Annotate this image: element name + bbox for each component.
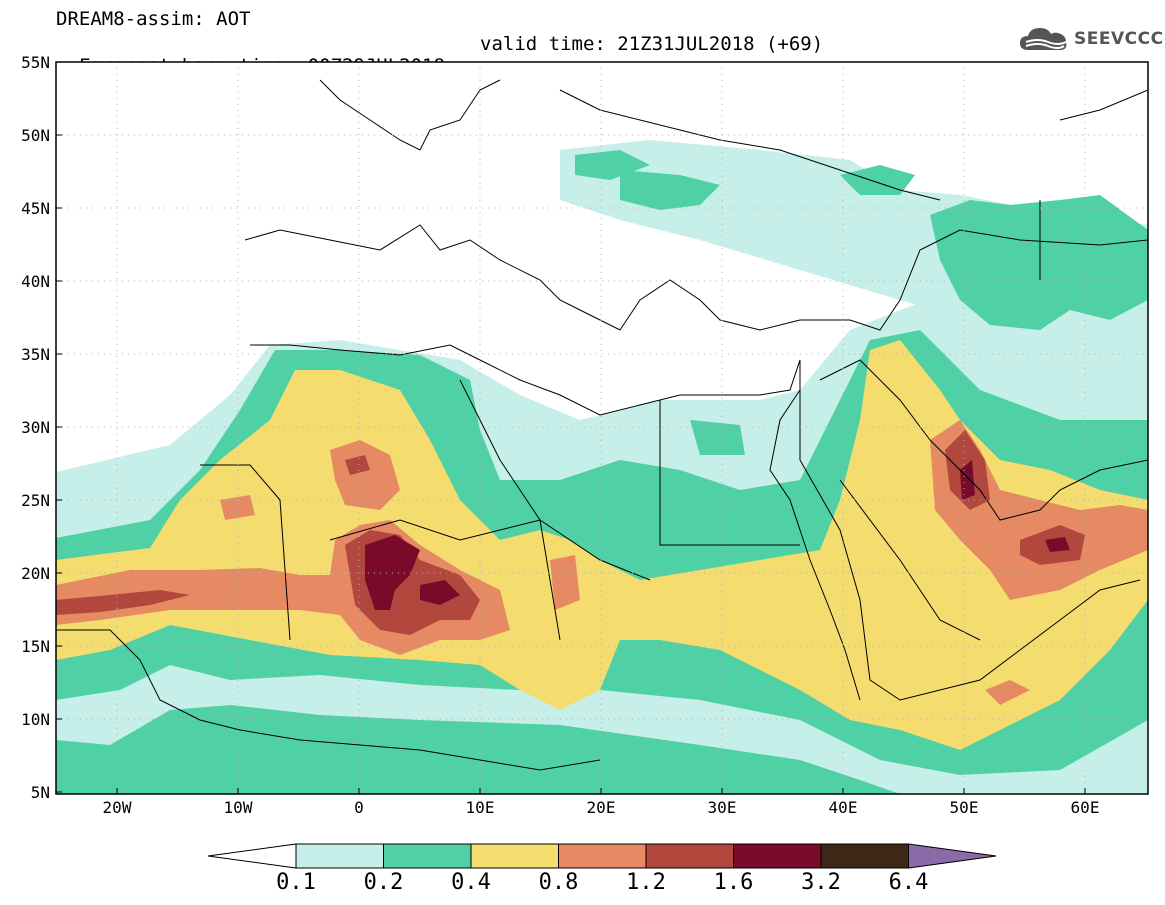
latitude-axis: 55N 50N 45N 40N 35N 30N 25N 20N 15N 10N … <box>21 53 62 802</box>
map-title: DREAM8-assim: AOT <box>56 8 251 30</box>
lat-label: 30N <box>21 418 50 437</box>
lon-label: 20W <box>103 798 132 817</box>
lon-label: 10W <box>224 798 253 817</box>
lat-label: 5N <box>31 783 50 802</box>
color-legend <box>207 843 997 869</box>
cloud-icon <box>1020 28 1067 50</box>
lon-label: 0 <box>354 798 364 817</box>
aot-level-0.4 <box>56 340 1148 750</box>
valid-time-label: valid time: 21Z31JUL2018 (+69) <box>480 33 824 55</box>
legend-swatch <box>558 843 647 869</box>
lon-label: 10E <box>466 798 495 817</box>
legend-label: 1.6 <box>713 870 754 895</box>
lat-label: 50N <box>21 126 50 145</box>
legend-over-arrow <box>908 843 997 869</box>
seevccc-logo: SEEVCCC <box>1018 24 1164 54</box>
legend-label: 0.8 <box>538 870 579 895</box>
legend-swatch <box>470 843 559 869</box>
lat-label: 10N <box>21 710 50 729</box>
legend-label: 0.1 <box>276 870 316 895</box>
legend-swatch <box>733 843 822 869</box>
coastlines <box>56 79 1148 771</box>
logo-text: SEEVCCC <box>1074 29 1164 49</box>
lat-label: 25N <box>21 491 50 510</box>
lat-label: 55N <box>21 53 50 72</box>
map-frame <box>55 61 1149 795</box>
lat-label: 35N <box>21 345 50 364</box>
legend-label: 0.2 <box>363 870 404 895</box>
gridlines <box>56 62 1148 794</box>
legend-label: 1.2 <box>626 870 666 895</box>
legend-label: 3.2 <box>801 870 841 895</box>
lat-label: 45N <box>21 199 50 218</box>
legend-swatch <box>383 843 472 869</box>
lon-label: 30E <box>708 798 737 817</box>
longitude-axis: 20W 10W 0 10E 20E 30E 40E 50E 60E <box>103 788 1100 817</box>
legend-swatch <box>820 843 909 869</box>
legend-label: 0.4 <box>451 870 491 895</box>
legend-swatch <box>645 843 734 869</box>
legend-label: 6.4 <box>888 870 929 895</box>
lon-label: 20E <box>587 798 616 817</box>
legend-under-arrow <box>207 843 297 869</box>
lat-label: 40N <box>21 272 50 291</box>
lat-label: 20N <box>21 564 50 583</box>
lon-label: 40E <box>829 798 858 817</box>
legend-swatch <box>295 843 384 869</box>
lat-label: 15N <box>21 637 50 656</box>
lon-label: 60E <box>1071 798 1100 817</box>
aot-field <box>56 62 1148 794</box>
lon-label: 50E <box>950 798 979 817</box>
